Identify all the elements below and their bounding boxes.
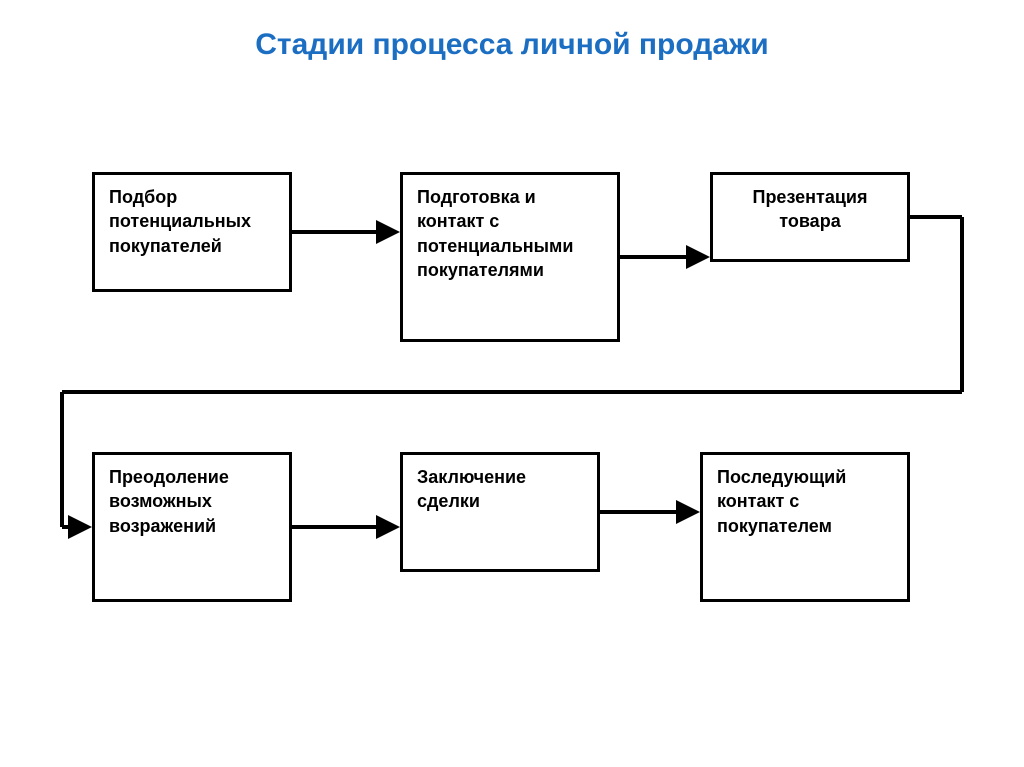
flow-node-n4: Преодоление возможных возражений	[92, 452, 292, 602]
flow-node-n3: Презентация товара	[710, 172, 910, 262]
flow-node-label: Последующий контакт с покупателем	[717, 465, 893, 538]
flowchart-edges	[0, 62, 1024, 762]
flow-node-label: Презентация товара	[727, 185, 893, 234]
flow-node-label: Подбор потенциальных покупателей	[109, 185, 275, 258]
flow-node-n5: Заключение сделки	[400, 452, 600, 572]
page-title: Стадии процесса личной продажи	[0, 0, 1024, 62]
flow-node-n1: Подбор потенциальных покупателей	[92, 172, 292, 292]
flow-node-n6: Последующий контакт с покупателем	[700, 452, 910, 602]
flow-node-n2: Подготовка и контакт с потенциальными по…	[400, 172, 620, 342]
flow-node-label: Заключение сделки	[417, 465, 583, 514]
flow-node-label: Подготовка и контакт с потенциальными по…	[417, 185, 603, 282]
flowchart-canvas: Подбор потенциальных покупателей Подготов…	[0, 62, 1024, 762]
flow-node-label: Преодоление возможных возражений	[109, 465, 275, 538]
